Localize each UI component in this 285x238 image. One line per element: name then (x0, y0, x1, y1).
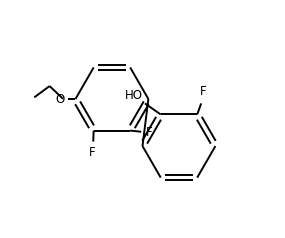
Text: F: F (89, 146, 96, 159)
Text: F: F (200, 85, 206, 98)
Text: O: O (56, 93, 65, 105)
Text: HO: HO (125, 89, 142, 102)
Text: F: F (145, 126, 152, 139)
